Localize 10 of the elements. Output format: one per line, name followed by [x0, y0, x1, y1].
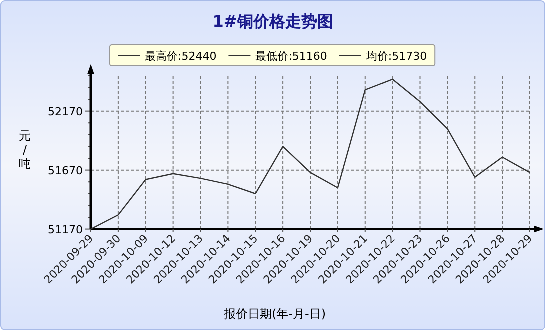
- text: 最高价:52440: [145, 50, 217, 63]
- y-tick-label: 51670: [48, 164, 83, 178]
- line-series: [90, 78, 531, 230]
- chart-title: 1#铜价格走势图: [212, 12, 334, 31]
- text: 最低价:51160: [256, 50, 328, 63]
- y-axis-title: 元/吨: [19, 129, 31, 171]
- y-tick-label: 51170: [48, 223, 83, 236]
- y-tick-label: 52170: [48, 105, 83, 118]
- x-axis-title: 报价日期(年-月-日): [222, 307, 326, 321]
- text: 均价:51730: [365, 50, 428, 63]
